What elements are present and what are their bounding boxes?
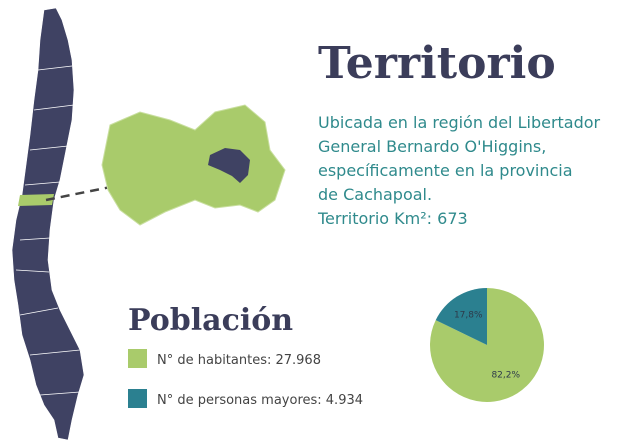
slice-label: 17,8% [454, 311, 483, 321]
map-divisions [15, 65, 81, 396]
description-line: General Bernardo O'Higgins, [318, 137, 546, 156]
description-line: Territorio Km²: 673 [317, 209, 468, 228]
chile-map [11, 7, 85, 441]
title: Territorio [318, 38, 556, 89]
population-title: Población [128, 303, 293, 338]
legend-swatch [128, 389, 147, 408]
description-line: de Cachapoal. [318, 185, 432, 204]
slice-label: 82,2% [491, 370, 520, 380]
commune-map [208, 148, 250, 183]
description-line: Ubicada en la región del Libertador [318, 113, 601, 132]
legend-swatch [128, 349, 147, 368]
legend-label: N° de habitantes: 27.968 [157, 353, 321, 368]
legend-label: N° de personas mayores: 4.934 [157, 393, 363, 408]
region-map [101, 104, 286, 226]
region-highlight [18, 194, 54, 206]
pie-slice [435, 288, 487, 345]
description-line: específicamente en la provincia [318, 161, 573, 180]
